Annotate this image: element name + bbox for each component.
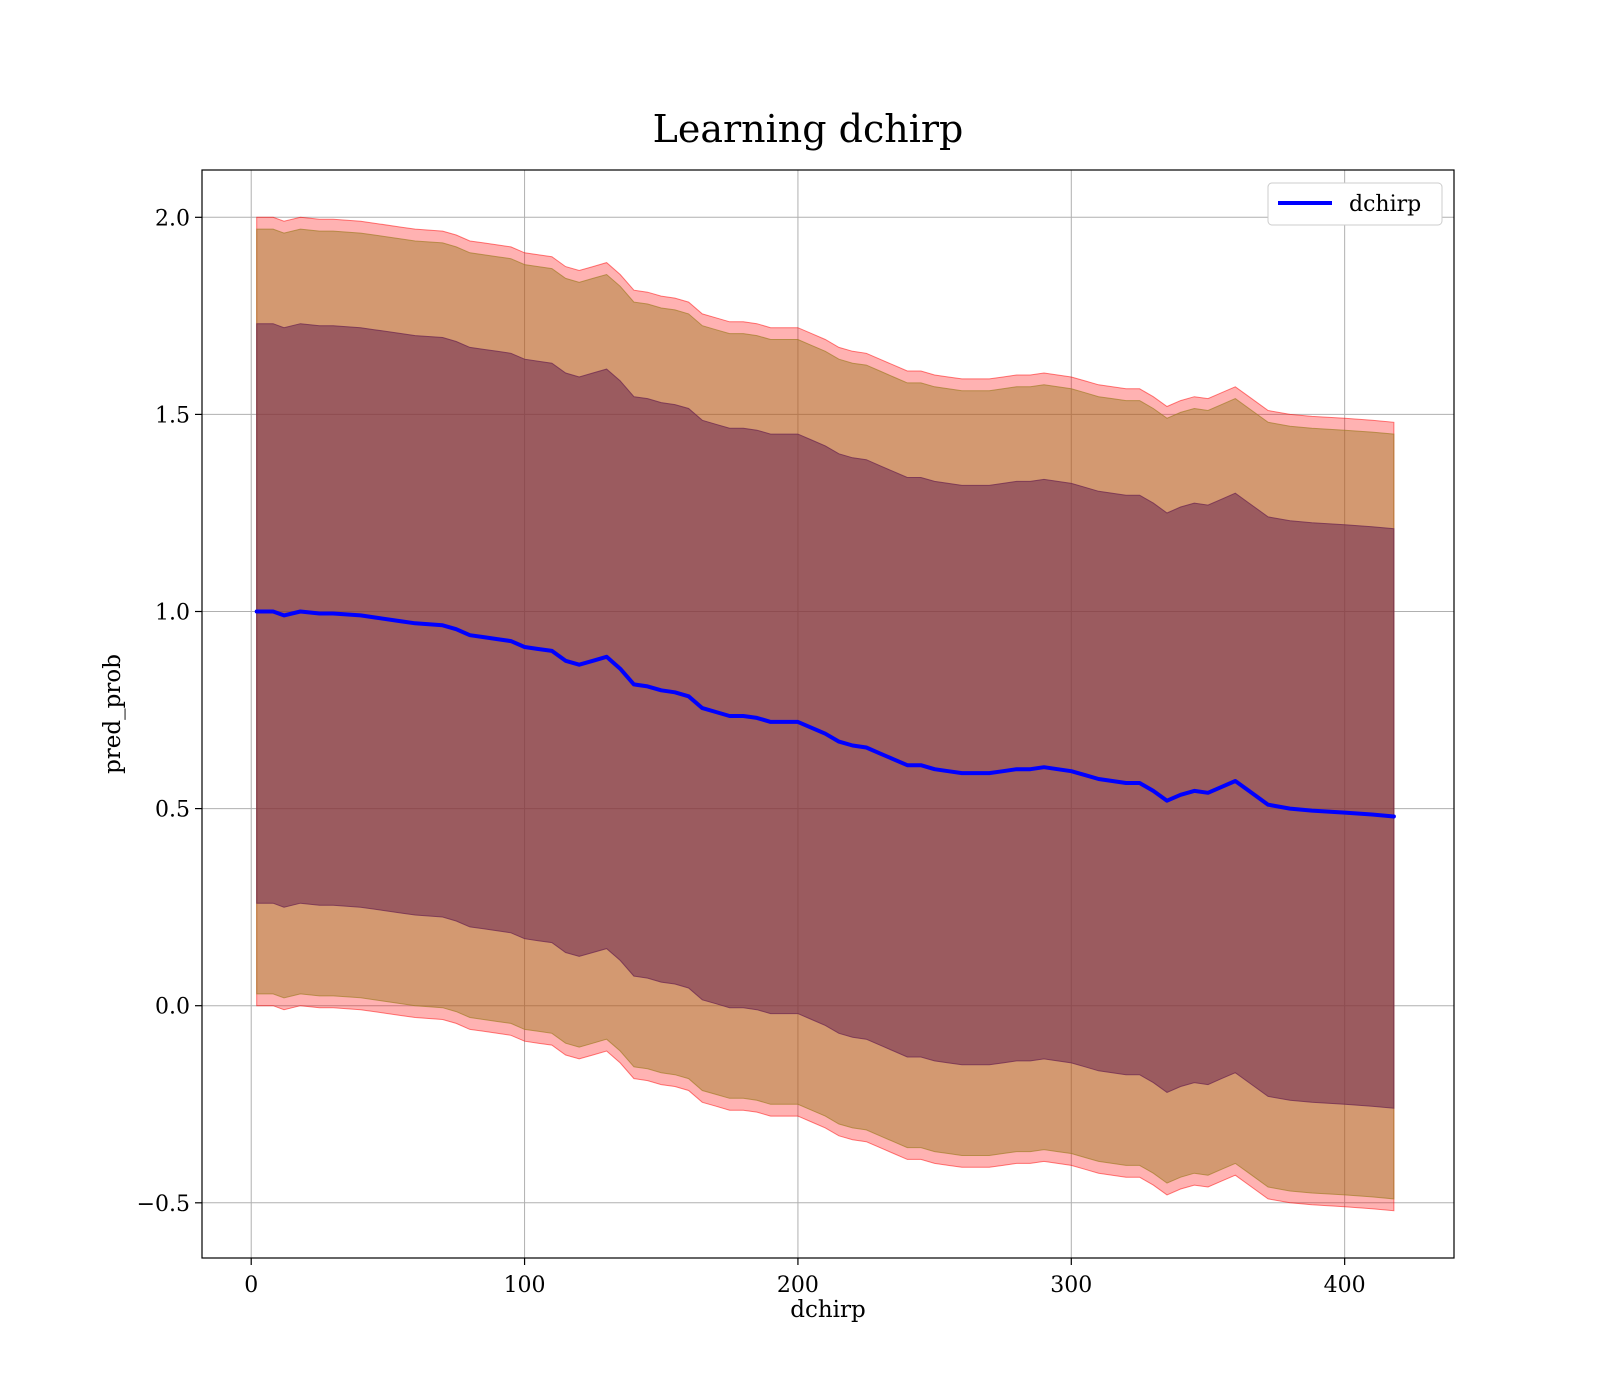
y-tick-label-1: 0.0 xyxy=(155,995,190,1020)
y-tick-label-0: −0.5 xyxy=(137,1192,190,1217)
legend: dchirp xyxy=(1267,182,1443,226)
legend-label-dchirp: dchirp xyxy=(1349,192,1421,217)
band-2 xyxy=(256,323,1395,1109)
y-axis-label: pred_prob xyxy=(100,654,126,774)
series-line-dchirp xyxy=(254,609,1396,819)
y-axis-ticks: −0.5 0.0 0.5 1.0 1.5 2.0 xyxy=(137,206,202,1217)
y-tick-label-5: 2.0 xyxy=(155,206,190,231)
x-tick-label-0: 0 xyxy=(244,1273,258,1298)
x-tick-label-4: 400 xyxy=(1324,1273,1366,1298)
plot-frame xyxy=(201,169,1455,1259)
y-tick-label-2: 0.5 xyxy=(155,798,190,823)
series-lines xyxy=(254,609,1396,819)
y-tick-label-3: 1.0 xyxy=(155,601,190,626)
x-tick-label-3: 300 xyxy=(1050,1273,1092,1298)
confidence-bands xyxy=(256,216,1395,1212)
y-tick-label-4: 1.5 xyxy=(155,403,190,428)
x-tick-label-2: 200 xyxy=(777,1273,819,1298)
chart-title: Learning dchirp xyxy=(653,107,964,151)
x-axis-ticks: 0 100 200 300 400 xyxy=(244,1258,1366,1298)
legend-box xyxy=(1267,182,1443,226)
x-tick-label-1: 100 xyxy=(504,1273,546,1298)
x-axis-label: dchirp xyxy=(790,1297,866,1323)
